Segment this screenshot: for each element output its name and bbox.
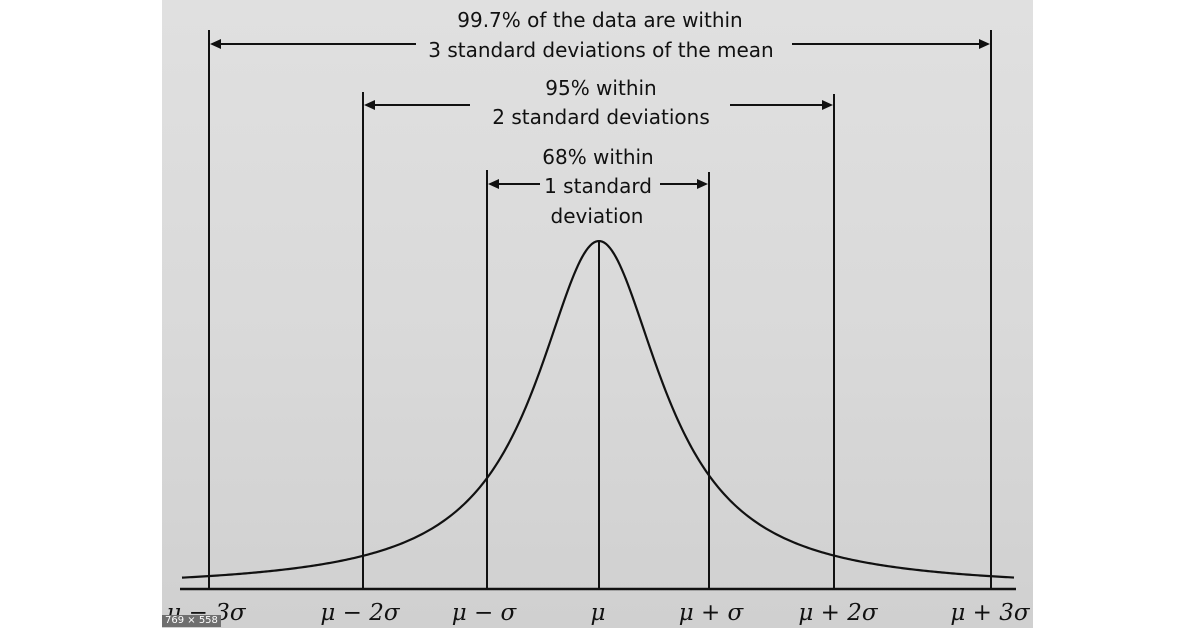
arrow-95-left-head (364, 100, 375, 110)
label-mu-minus-2sigma: μ − 2σ (320, 600, 400, 626)
arrow-99-left-head (210, 39, 221, 49)
label-mu-minus-sigma: μ − σ (452, 600, 518, 626)
annotation-99-line1: 99.7% of the data are within (457, 8, 742, 32)
annotation-68-line3: deviation (551, 204, 644, 228)
figure-panel (162, 0, 1033, 628)
image-size-badge: 769 × 558 (162, 615, 221, 627)
label-mu-plus-3sigma: μ + 3σ (950, 600, 1030, 626)
label-mu-plus-sigma: μ + σ (679, 600, 745, 626)
annotation-99-line2: 3 standard deviations of the mean (428, 38, 773, 62)
annotation-95-line1: 95% within (545, 76, 656, 100)
label-mu: μ (591, 600, 606, 626)
arrow-68-left-head (488, 179, 499, 189)
bell-curve (181, 239, 1015, 579)
label-mu-plus-2sigma: μ + 2σ (798, 600, 878, 626)
arrow-95-right-head (822, 100, 833, 110)
arrow-99-right-head (979, 39, 990, 49)
annotation-95-line2: 2 standard deviations (492, 105, 710, 129)
annotation-68-line1: 68% within (542, 145, 653, 169)
arrow-68-right-head (697, 179, 708, 189)
annotation-68-line2: 1 standard (544, 174, 652, 198)
